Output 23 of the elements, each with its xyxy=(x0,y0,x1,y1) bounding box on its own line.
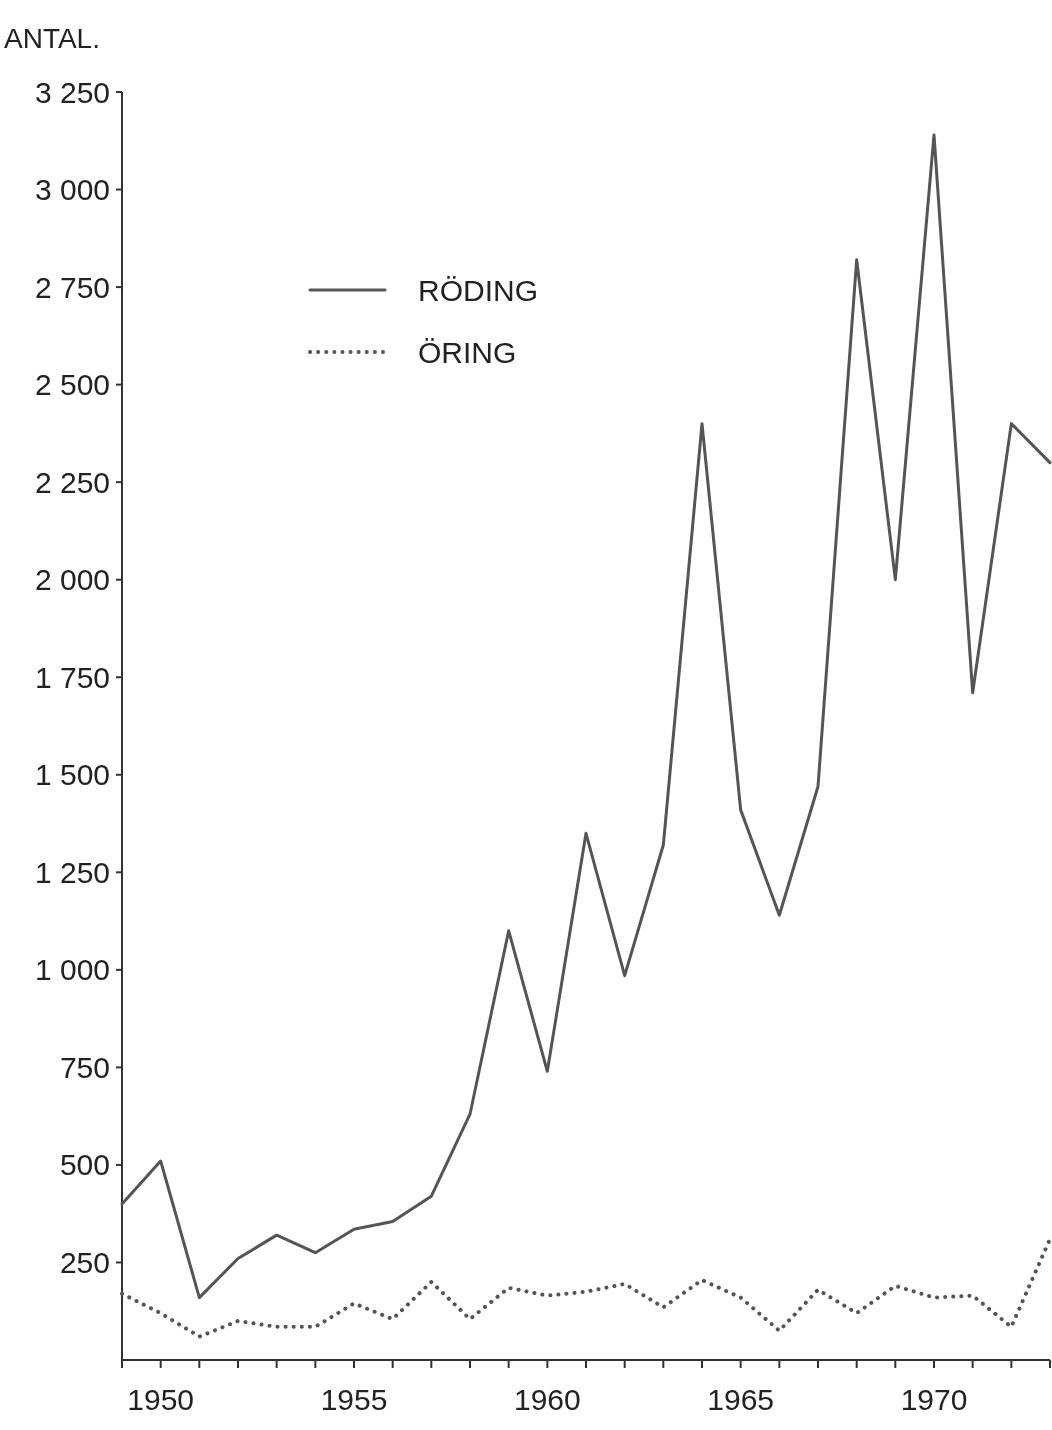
y-tick-label: 1 750 xyxy=(34,660,110,694)
x-tick-label: 1960 xyxy=(513,1383,581,1416)
line-series xyxy=(120,1237,1052,1339)
y-tick-label: 3 250 xyxy=(34,75,110,109)
y-tick-label: 250 xyxy=(59,1245,110,1279)
line-series xyxy=(120,133,1052,1300)
legend-label: ÖRING xyxy=(418,335,517,369)
y-tick-label: 1 500 xyxy=(34,758,110,792)
y-tick-label: 2 500 xyxy=(34,368,110,402)
y-axis-title: ANTAL. xyxy=(4,23,100,54)
y-tick-label: 3 000 xyxy=(34,173,110,207)
y-tick-label: 2 250 xyxy=(34,465,110,499)
x-tick-label: 1950 xyxy=(127,1383,195,1416)
y-tick-label: 750 xyxy=(59,1050,110,1084)
legend-label: RÖDING xyxy=(418,273,538,307)
y-tick-label: 500 xyxy=(59,1148,110,1182)
x-tick-label: 1965 xyxy=(707,1383,775,1416)
x-tick-label: 1955 xyxy=(320,1383,388,1416)
y-tick-label: 1 250 xyxy=(34,855,110,889)
y-tick-label: 2 000 xyxy=(34,563,110,597)
y-tick-label: 1 000 xyxy=(34,953,110,987)
y-tick-label: 2 750 xyxy=(34,270,110,304)
x-tick-label: 1970 xyxy=(900,1383,968,1416)
